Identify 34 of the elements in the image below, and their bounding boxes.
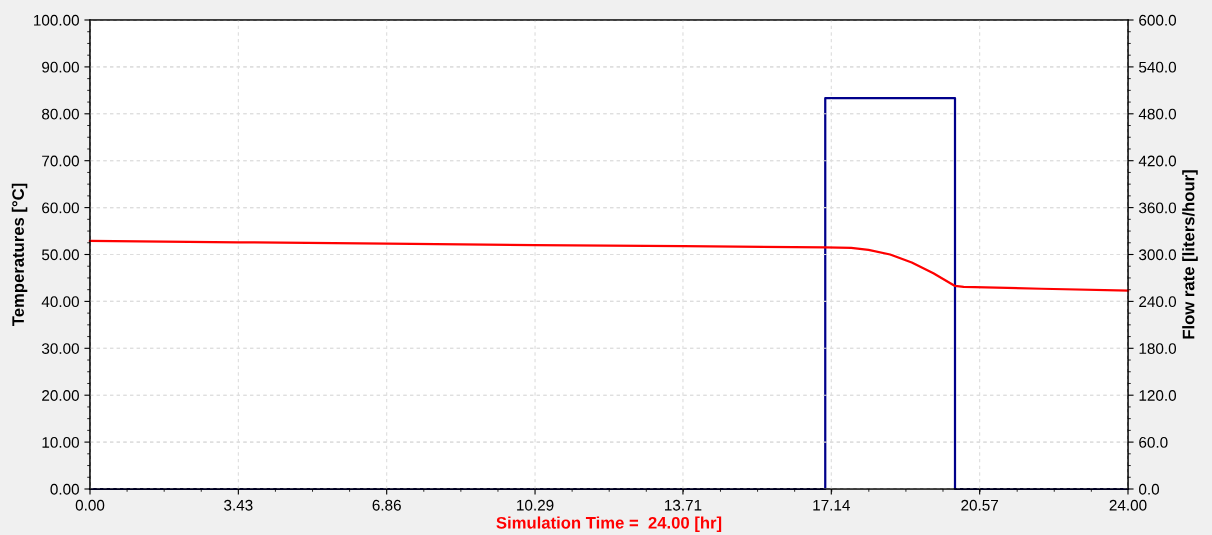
y-tick-label: 100.00 <box>34 14 79 26</box>
y-tick-label: 20.00 <box>42 390 79 401</box>
y2-tick-label: 480.0 <box>1138 108 1177 120</box>
x-tick-label: 6.86 <box>372 499 401 511</box>
y2-tick-label: 600.0 <box>1139 14 1177 26</box>
x-tick-label: 24.00 <box>1109 499 1147 511</box>
y-axis-title: Temperatures [°C] <box>11 183 28 327</box>
y-tick-label: 70.00 <box>42 155 79 167</box>
y-tick-label: 40.00 <box>41 296 79 308</box>
y2-tick-label: 240.0 <box>1139 296 1177 308</box>
x-tick-label: 13.71 <box>665 499 702 511</box>
x-tick-label: 10.29 <box>517 499 554 511</box>
x-tick-label: 17.14 <box>813 499 850 511</box>
y2-tick-label: 540.0 <box>1139 61 1177 73</box>
y2-tick-label: 420.0 <box>1138 155 1177 167</box>
y2-tick-label: 120.0 <box>1139 390 1177 401</box>
x-tick-label: 20.57 <box>961 499 998 511</box>
x-axis-title: Simulation Time = 24.00 [hr] <box>496 516 722 532</box>
y-tick-label: 60.00 <box>42 202 79 214</box>
y-tick-label: 90.00 <box>42 61 79 73</box>
y2-tick-label: 300.0 <box>1139 249 1177 261</box>
y2-axis-title: Flow rate [liters/hour] <box>1182 170 1198 339</box>
y2-tick-label: 360.0 <box>1139 202 1177 214</box>
y-tick-label: 50.00 <box>41 249 79 261</box>
y2-tick-label: 180.0 <box>1139 343 1177 354</box>
x-tick-label: 3.43 <box>224 499 253 511</box>
y-tick-label: 80.00 <box>42 108 79 120</box>
y2-tick-label: 0.0 <box>1139 483 1160 495</box>
line-series <box>88 239 1130 292</box>
y2-tick-label: 60.0 <box>1139 436 1168 448</box>
x-tick-label: 0.00 <box>75 499 105 511</box>
y-tick-label: 0.00 <box>50 483 79 495</box>
y-tick-label: 10.00 <box>42 436 79 448</box>
y-tick-label: 30.00 <box>41 343 79 354</box>
